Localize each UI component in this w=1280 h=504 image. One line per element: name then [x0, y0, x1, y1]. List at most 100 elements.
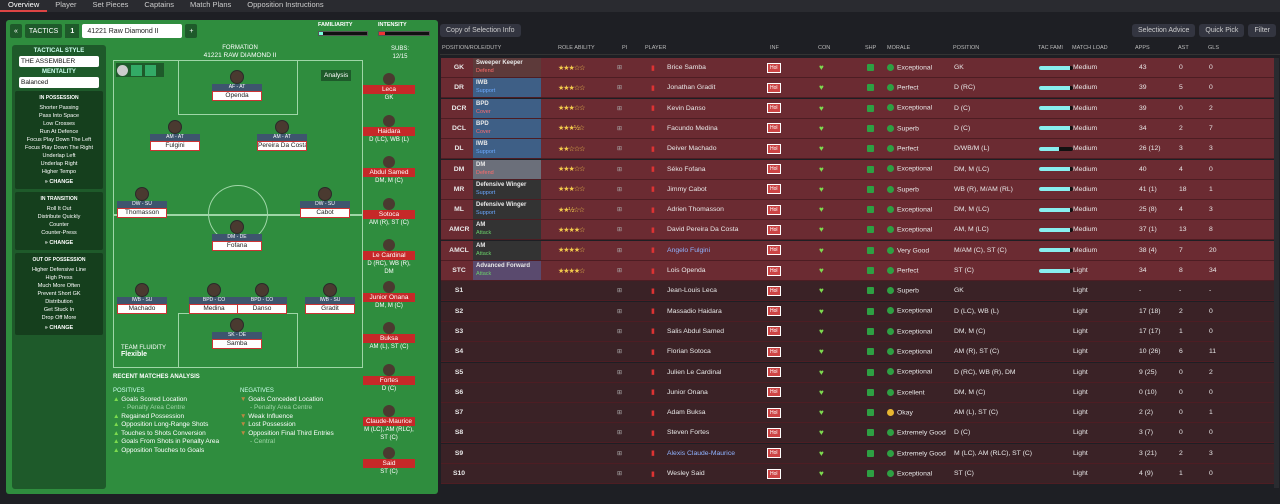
player-name[interactable]: Salis Abdul Samed [667, 327, 725, 335]
back-button[interactable]: « [10, 24, 22, 38]
tactic-select[interactable]: 41221 Raw Diamond II [82, 24, 183, 38]
pi-icon[interactable]: ⊞ [617, 430, 623, 437]
table-row[interactable]: DL IWB Support ★★☆☆☆ ⊞ ▮ Deiver Machado Hol ♥ Per… [441, 139, 1274, 160]
pitch-player[interactable]: AF - AT Openda [212, 70, 262, 101]
sub-player[interactable]: Junior Onana DM, M (C) [363, 280, 415, 310]
sub-player[interactable]: Said ST (C) [363, 446, 415, 476]
pi-icon[interactable]: ⊞ [617, 146, 623, 153]
role-select[interactable]: IWB Support [473, 139, 541, 159]
oop-change-button[interactable]: » CHANGE [44, 325, 74, 331]
pi-icon[interactable]: ⊞ [617, 288, 623, 295]
role-select[interactable]: Advanced Forward Attack [473, 261, 541, 280]
role-select[interactable]: Defensive Winger Support [473, 179, 541, 199]
table-row[interactable]: GK Sweeper Keeper Defend ★★★☆☆ ⊞ ▮ Brice Samba… [441, 58, 1274, 78]
nav-5[interactable]: Opposition Instructions [247, 0, 324, 9]
pitch-player[interactable]: BPD - CO Medina [189, 283, 239, 314]
table-row[interactable]: S2 ⊞ ▮ Massadio Haidara Hol ♥ Exceptional D (LC… [441, 301, 1274, 322]
pi-icon[interactable]: ⊞ [617, 207, 623, 214]
table-row[interactable]: ML Defensive Winger Support ★★½☆☆ ⊞ ▮ Adrien T… [441, 200, 1274, 221]
player-name[interactable]: Florian Sotoca [667, 348, 711, 356]
pi-icon[interactable]: ⊞ [617, 85, 623, 92]
table-row[interactable]: DR IWB Support ★★★☆☆ ⊞ ▮ Jonathan Gradit Hol ♥ Pe… [441, 78, 1274, 99]
player-name[interactable]: Deiver Machado [667, 145, 717, 153]
table-row[interactable]: S9 ⊞ ▮ Alexis Claude-Maurice Hol ♥ Extremely G… [441, 443, 1274, 464]
player-name[interactable]: Junior Onana [667, 388, 708, 396]
sub-player[interactable]: Buksa AM (L), ST (C) [363, 322, 415, 351]
pitch-player[interactable]: AM - AT Fulgini [150, 120, 200, 151]
inpos-change-button[interactable]: » CHANGE [44, 179, 74, 185]
sub-player[interactable]: Haidara D (LC), WB (L) [363, 114, 415, 144]
player-name[interactable]: Kevin Danso [667, 104, 706, 112]
sub-player[interactable]: Claude-Maurice M (LC), AM (RLC), ST (C) [363, 405, 415, 442]
col-header[interactable]: PI [622, 44, 628, 51]
pi-icon[interactable]: ⊞ [617, 105, 623, 112]
table-row[interactable]: S3 ⊞ ▮ Salis Abdul Samed Hol ♥ Exceptional DM, … [441, 321, 1274, 342]
role-select[interactable]: BPD Cover [473, 118, 541, 138]
pitch-player[interactable]: IWB - SU Machado [117, 283, 167, 314]
table-row[interactable]: S7 ⊞ ▮ Adam Buksa Hol ♥ Okay AM (L), ST (C) Ligh… [441, 403, 1274, 424]
player-name[interactable]: Steven Fortes [667, 429, 710, 437]
pi-icon[interactable]: ⊞ [617, 247, 623, 254]
col-header[interactable]: MATCH LOAD [1072, 44, 1108, 51]
nav-3[interactable]: Captains [144, 0, 174, 9]
col-header[interactable]: AST [1178, 44, 1189, 51]
pi-icon[interactable]: ⊞ [617, 227, 623, 234]
role-select[interactable]: IWB Support [473, 78, 541, 98]
pi-icon[interactable]: ⊞ [617, 65, 623, 71]
table-row[interactable]: DCR BPD Cover ★★★☆☆ ⊞ ▮ Kevin Danso Hol ♥ Excepti… [441, 98, 1274, 119]
add-tactic-button[interactable]: + [185, 24, 198, 38]
table-row[interactable]: S1 ⊞ ▮ Jean-Louis Leca Hol ♥ Superb GK Light - - - [441, 281, 1274, 302]
nav-4[interactable]: Match Plans [190, 0, 232, 9]
table-row[interactable]: S8 ⊞ ▮ Steven Fortes Hol ♥ Extremely Good D (C)… [441, 423, 1274, 444]
sub-player[interactable]: Abdul Samed DM, M (C) [363, 156, 415, 185]
pi-icon[interactable]: ⊞ [617, 450, 623, 457]
col-header[interactable]: CON [818, 44, 831, 51]
nav-1[interactable]: Player [55, 0, 77, 9]
player-name[interactable]: Wesley Said [667, 470, 705, 477]
tactic-slot[interactable]: 1 [65, 24, 80, 38]
pi-icon[interactable]: ⊞ [617, 268, 623, 274]
sub-player[interactable]: Leca GK [363, 73, 415, 102]
table-row[interactable]: S5 ⊞ ▮ Julien Le Cardinal Hol ♥ Exceptional D (… [441, 362, 1274, 383]
pi-icon[interactable]: ⊞ [617, 369, 623, 376]
pi-icon[interactable]: ⊞ [617, 186, 623, 193]
pi-icon[interactable]: ⊞ [617, 125, 623, 132]
view-select[interactable]: Copy of Selection Info [440, 23, 521, 37]
pi-icon[interactable]: ⊞ [617, 166, 623, 173]
player-name[interactable]: Angelo Fulgini [667, 246, 711, 254]
scrollbar[interactable] [1274, 58, 1279, 488]
table-row[interactable]: AMCR AM Attack ★★★★☆ ⊞ ▮ David Pereira Da Cost… [441, 220, 1274, 241]
sub-player[interactable]: Le Cardinal D (RC), WB (R), DM [363, 239, 415, 276]
pi-icon[interactable]: ⊞ [617, 410, 623, 417]
pitch-player[interactable]: AM - AT Pereira Da Costa [257, 120, 307, 151]
table-row[interactable]: STC Advanced Forward Attack ★★★★☆ ⊞ ▮ Lois Ope… [441, 261, 1274, 281]
pi-icon[interactable]: ⊞ [617, 471, 623, 477]
col-header[interactable]: POSITION/ROLE/DUTY [442, 44, 502, 51]
player-name[interactable]: Alexis Claude-Maurice [667, 449, 735, 457]
pi-icon[interactable]: ⊞ [617, 349, 623, 356]
quick-pick-button[interactable]: Quick Pick [1199, 23, 1245, 37]
col-header[interactable]: TAC FAMI [1038, 44, 1063, 51]
table-row[interactable]: MR Defensive Winger Support ★★★☆☆ ⊞ ▮ Jimmy Ca… [441, 179, 1274, 200]
nav-0[interactable]: Overview [0, 0, 48, 12]
table-row[interactable]: DCL BPD Cover ★★★½☆ ⊞ ▮ Facundo Medina Hol ♥ Supe… [441, 118, 1274, 139]
player-name[interactable]: Adam Buksa [667, 409, 706, 417]
sub-player[interactable]: Fortes D (C) [363, 363, 415, 393]
role-select[interactable]: AM Attack [473, 240, 541, 260]
mentality-select[interactable]: Balanced [19, 77, 99, 88]
player-name[interactable]: David Pereira Da Costa [667, 226, 739, 234]
col-header[interactable]: PLAYER [645, 44, 667, 51]
col-header[interactable]: MORALE [887, 44, 911, 51]
pitch-player[interactable]: DW - SU Cabot [300, 187, 350, 218]
pi-icon[interactable]: ⊞ [617, 308, 623, 315]
role-select[interactable]: BPD Cover [473, 98, 541, 118]
role-select[interactable]: AM Attack [473, 220, 541, 240]
table-row[interactable]: S10 ⊞ ▮ Wesley Said Hol ♥ Exceptional ST (C) Lig… [441, 464, 1274, 484]
table-row[interactable]: S4 ⊞ ▮ Florian Sotoca Hol ♥ Exceptional AM (R),… [441, 342, 1274, 363]
pitch-player[interactable]: DM - DE Fofana [212, 220, 262, 251]
player-name[interactable]: Facundo Medina [667, 124, 718, 132]
col-header[interactable]: ROLE ABILITY [558, 44, 595, 51]
col-header[interactable]: SHP [865, 44, 877, 51]
pitch-player[interactable]: DW - SU Thomasson [117, 187, 167, 218]
pitch-player[interactable]: IWB - SU Gradit [305, 283, 355, 314]
